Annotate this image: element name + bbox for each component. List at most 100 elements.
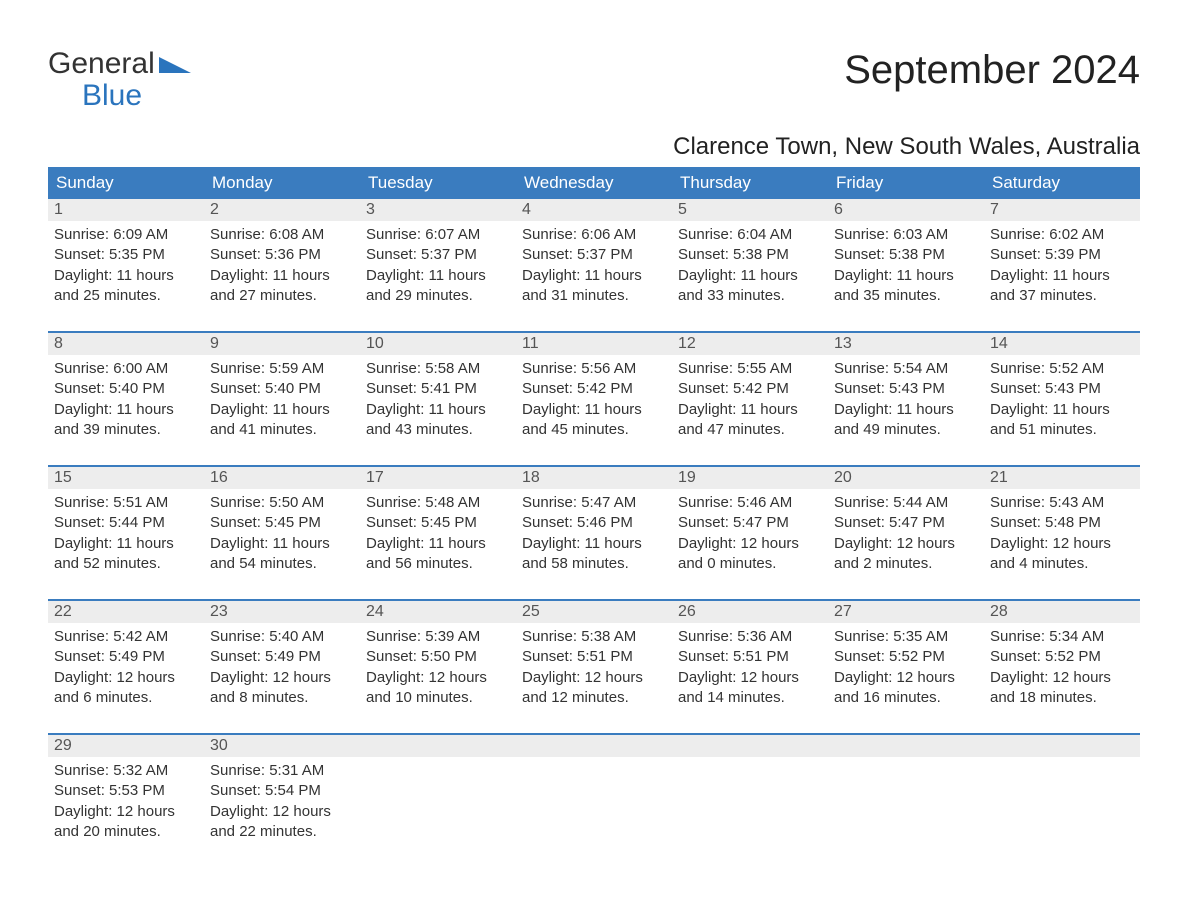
detail-sunrise: Sunrise: 5:52 AM	[990, 359, 1134, 379]
detail-sunset: Sunset: 5:46 PM	[522, 513, 666, 533]
calendar-cell: 20Sunrise: 5:44 AMSunset: 5:47 PMDayligh…	[828, 467, 984, 577]
logo-flag-icon	[159, 48, 191, 80]
detail-sunrise: Sunrise: 5:56 AM	[522, 359, 666, 379]
detail-dl2: and 16 minutes.	[834, 688, 978, 708]
detail-sunrise: Sunrise: 5:44 AM	[834, 493, 978, 513]
detail-sunset: Sunset: 5:51 PM	[678, 647, 822, 667]
detail-sunset: Sunset: 5:44 PM	[54, 513, 198, 533]
detail-sunset: Sunset: 5:36 PM	[210, 245, 354, 265]
detail-dl1: Daylight: 12 hours	[54, 802, 198, 822]
detail-dl1: Daylight: 11 hours	[366, 534, 510, 554]
detail-dl2: and 39 minutes.	[54, 420, 198, 440]
detail-sunrise: Sunrise: 5:59 AM	[210, 359, 354, 379]
detail-sunrise: Sunrise: 6:04 AM	[678, 225, 822, 245]
detail-dl1: Daylight: 11 hours	[210, 266, 354, 286]
detail-sunrise: Sunrise: 5:31 AM	[210, 761, 354, 781]
day-details: Sunrise: 5:44 AMSunset: 5:47 PMDaylight:…	[828, 489, 984, 574]
detail-sunrise: Sunrise: 5:58 AM	[366, 359, 510, 379]
detail-dl2: and 58 minutes.	[522, 554, 666, 574]
day-number: 16	[204, 467, 360, 489]
detail-dl1: Daylight: 12 hours	[522, 668, 666, 688]
detail-dl2: and 35 minutes.	[834, 286, 978, 306]
day-header-wed: Wednesday	[516, 167, 672, 199]
calendar-cell: 19Sunrise: 5:46 AMSunset: 5:47 PMDayligh…	[672, 467, 828, 577]
detail-sunset: Sunset: 5:45 PM	[210, 513, 354, 533]
day-number	[984, 735, 1140, 757]
detail-dl1: Daylight: 11 hours	[522, 400, 666, 420]
day-details: Sunrise: 6:08 AMSunset: 5:36 PMDaylight:…	[204, 221, 360, 306]
day-number	[516, 735, 672, 757]
calendar-cell	[360, 735, 516, 845]
calendar-cell	[828, 735, 984, 845]
calendar-cell: 5Sunrise: 6:04 AMSunset: 5:38 PMDaylight…	[672, 199, 828, 309]
calendar-cell	[672, 735, 828, 845]
day-number: 2	[204, 199, 360, 221]
day-number: 29	[48, 735, 204, 757]
detail-dl1: Daylight: 12 hours	[990, 668, 1134, 688]
detail-sunrise: Sunrise: 5:50 AM	[210, 493, 354, 513]
detail-dl1: Daylight: 12 hours	[834, 534, 978, 554]
detail-sunrise: Sunrise: 5:40 AM	[210, 627, 354, 647]
detail-dl2: and 43 minutes.	[366, 420, 510, 440]
day-details: Sunrise: 6:06 AMSunset: 5:37 PMDaylight:…	[516, 221, 672, 306]
detail-dl2: and 6 minutes.	[54, 688, 198, 708]
week-row: 22Sunrise: 5:42 AMSunset: 5:49 PMDayligh…	[48, 599, 1140, 711]
day-number: 30	[204, 735, 360, 757]
detail-sunset: Sunset: 5:35 PM	[54, 245, 198, 265]
detail-dl1: Daylight: 11 hours	[522, 534, 666, 554]
day-header-fri: Friday	[828, 167, 984, 199]
detail-dl2: and 22 minutes.	[210, 822, 354, 842]
detail-sunset: Sunset: 5:53 PM	[54, 781, 198, 801]
day-details: Sunrise: 5:50 AMSunset: 5:45 PMDaylight:…	[204, 489, 360, 574]
day-number	[360, 735, 516, 757]
detail-dl2: and 51 minutes.	[990, 420, 1134, 440]
detail-sunrise: Sunrise: 5:48 AM	[366, 493, 510, 513]
day-details: Sunrise: 5:56 AMSunset: 5:42 PMDaylight:…	[516, 355, 672, 440]
day-number: 19	[672, 467, 828, 489]
calendar-cell: 3Sunrise: 6:07 AMSunset: 5:37 PMDaylight…	[360, 199, 516, 309]
detail-dl1: Daylight: 12 hours	[210, 802, 354, 822]
calendar-cell: 1Sunrise: 6:09 AMSunset: 5:35 PMDaylight…	[48, 199, 204, 309]
detail-sunrise: Sunrise: 6:08 AM	[210, 225, 354, 245]
day-number: 11	[516, 333, 672, 355]
calendar-cell: 16Sunrise: 5:50 AMSunset: 5:45 PMDayligh…	[204, 467, 360, 577]
detail-dl2: and 8 minutes.	[210, 688, 354, 708]
detail-sunrise: Sunrise: 5:36 AM	[678, 627, 822, 647]
detail-sunset: Sunset: 5:52 PM	[834, 647, 978, 667]
week-row: 15Sunrise: 5:51 AMSunset: 5:44 PMDayligh…	[48, 465, 1140, 577]
day-details: Sunrise: 5:51 AMSunset: 5:44 PMDaylight:…	[48, 489, 204, 574]
day-header-mon: Monday	[204, 167, 360, 199]
detail-dl2: and 41 minutes.	[210, 420, 354, 440]
calendar-cell: 14Sunrise: 5:52 AMSunset: 5:43 PMDayligh…	[984, 333, 1140, 443]
detail-sunrise: Sunrise: 6:03 AM	[834, 225, 978, 245]
day-number: 5	[672, 199, 828, 221]
detail-dl1: Daylight: 12 hours	[210, 668, 354, 688]
detail-dl1: Daylight: 11 hours	[54, 534, 198, 554]
detail-sunrise: Sunrise: 6:07 AM	[366, 225, 510, 245]
detail-sunset: Sunset: 5:41 PM	[366, 379, 510, 399]
day-number: 26	[672, 601, 828, 623]
detail-sunset: Sunset: 5:43 PM	[990, 379, 1134, 399]
detail-sunset: Sunset: 5:37 PM	[522, 245, 666, 265]
detail-dl1: Daylight: 11 hours	[678, 266, 822, 286]
detail-sunset: Sunset: 5:45 PM	[366, 513, 510, 533]
calendar: Sunday Monday Tuesday Wednesday Thursday…	[48, 167, 1140, 845]
day-number: 20	[828, 467, 984, 489]
day-number: 8	[48, 333, 204, 355]
detail-dl2: and 25 minutes.	[54, 286, 198, 306]
calendar-cell: 15Sunrise: 5:51 AMSunset: 5:44 PMDayligh…	[48, 467, 204, 577]
day-number: 17	[360, 467, 516, 489]
day-number: 27	[828, 601, 984, 623]
detail-dl2: and 20 minutes.	[54, 822, 198, 842]
calendar-cell: 28Sunrise: 5:34 AMSunset: 5:52 PMDayligh…	[984, 601, 1140, 711]
detail-sunrise: Sunrise: 5:47 AM	[522, 493, 666, 513]
calendar-cell	[984, 735, 1140, 845]
detail-sunset: Sunset: 5:40 PM	[54, 379, 198, 399]
detail-dl1: Daylight: 11 hours	[834, 266, 978, 286]
day-details: Sunrise: 6:07 AMSunset: 5:37 PMDaylight:…	[360, 221, 516, 306]
day-details: Sunrise: 5:38 AMSunset: 5:51 PMDaylight:…	[516, 623, 672, 708]
day-number: 21	[984, 467, 1140, 489]
page-header: General Blue September 2024	[48, 48, 1140, 111]
detail-dl2: and 45 minutes.	[522, 420, 666, 440]
detail-dl1: Daylight: 11 hours	[990, 266, 1134, 286]
